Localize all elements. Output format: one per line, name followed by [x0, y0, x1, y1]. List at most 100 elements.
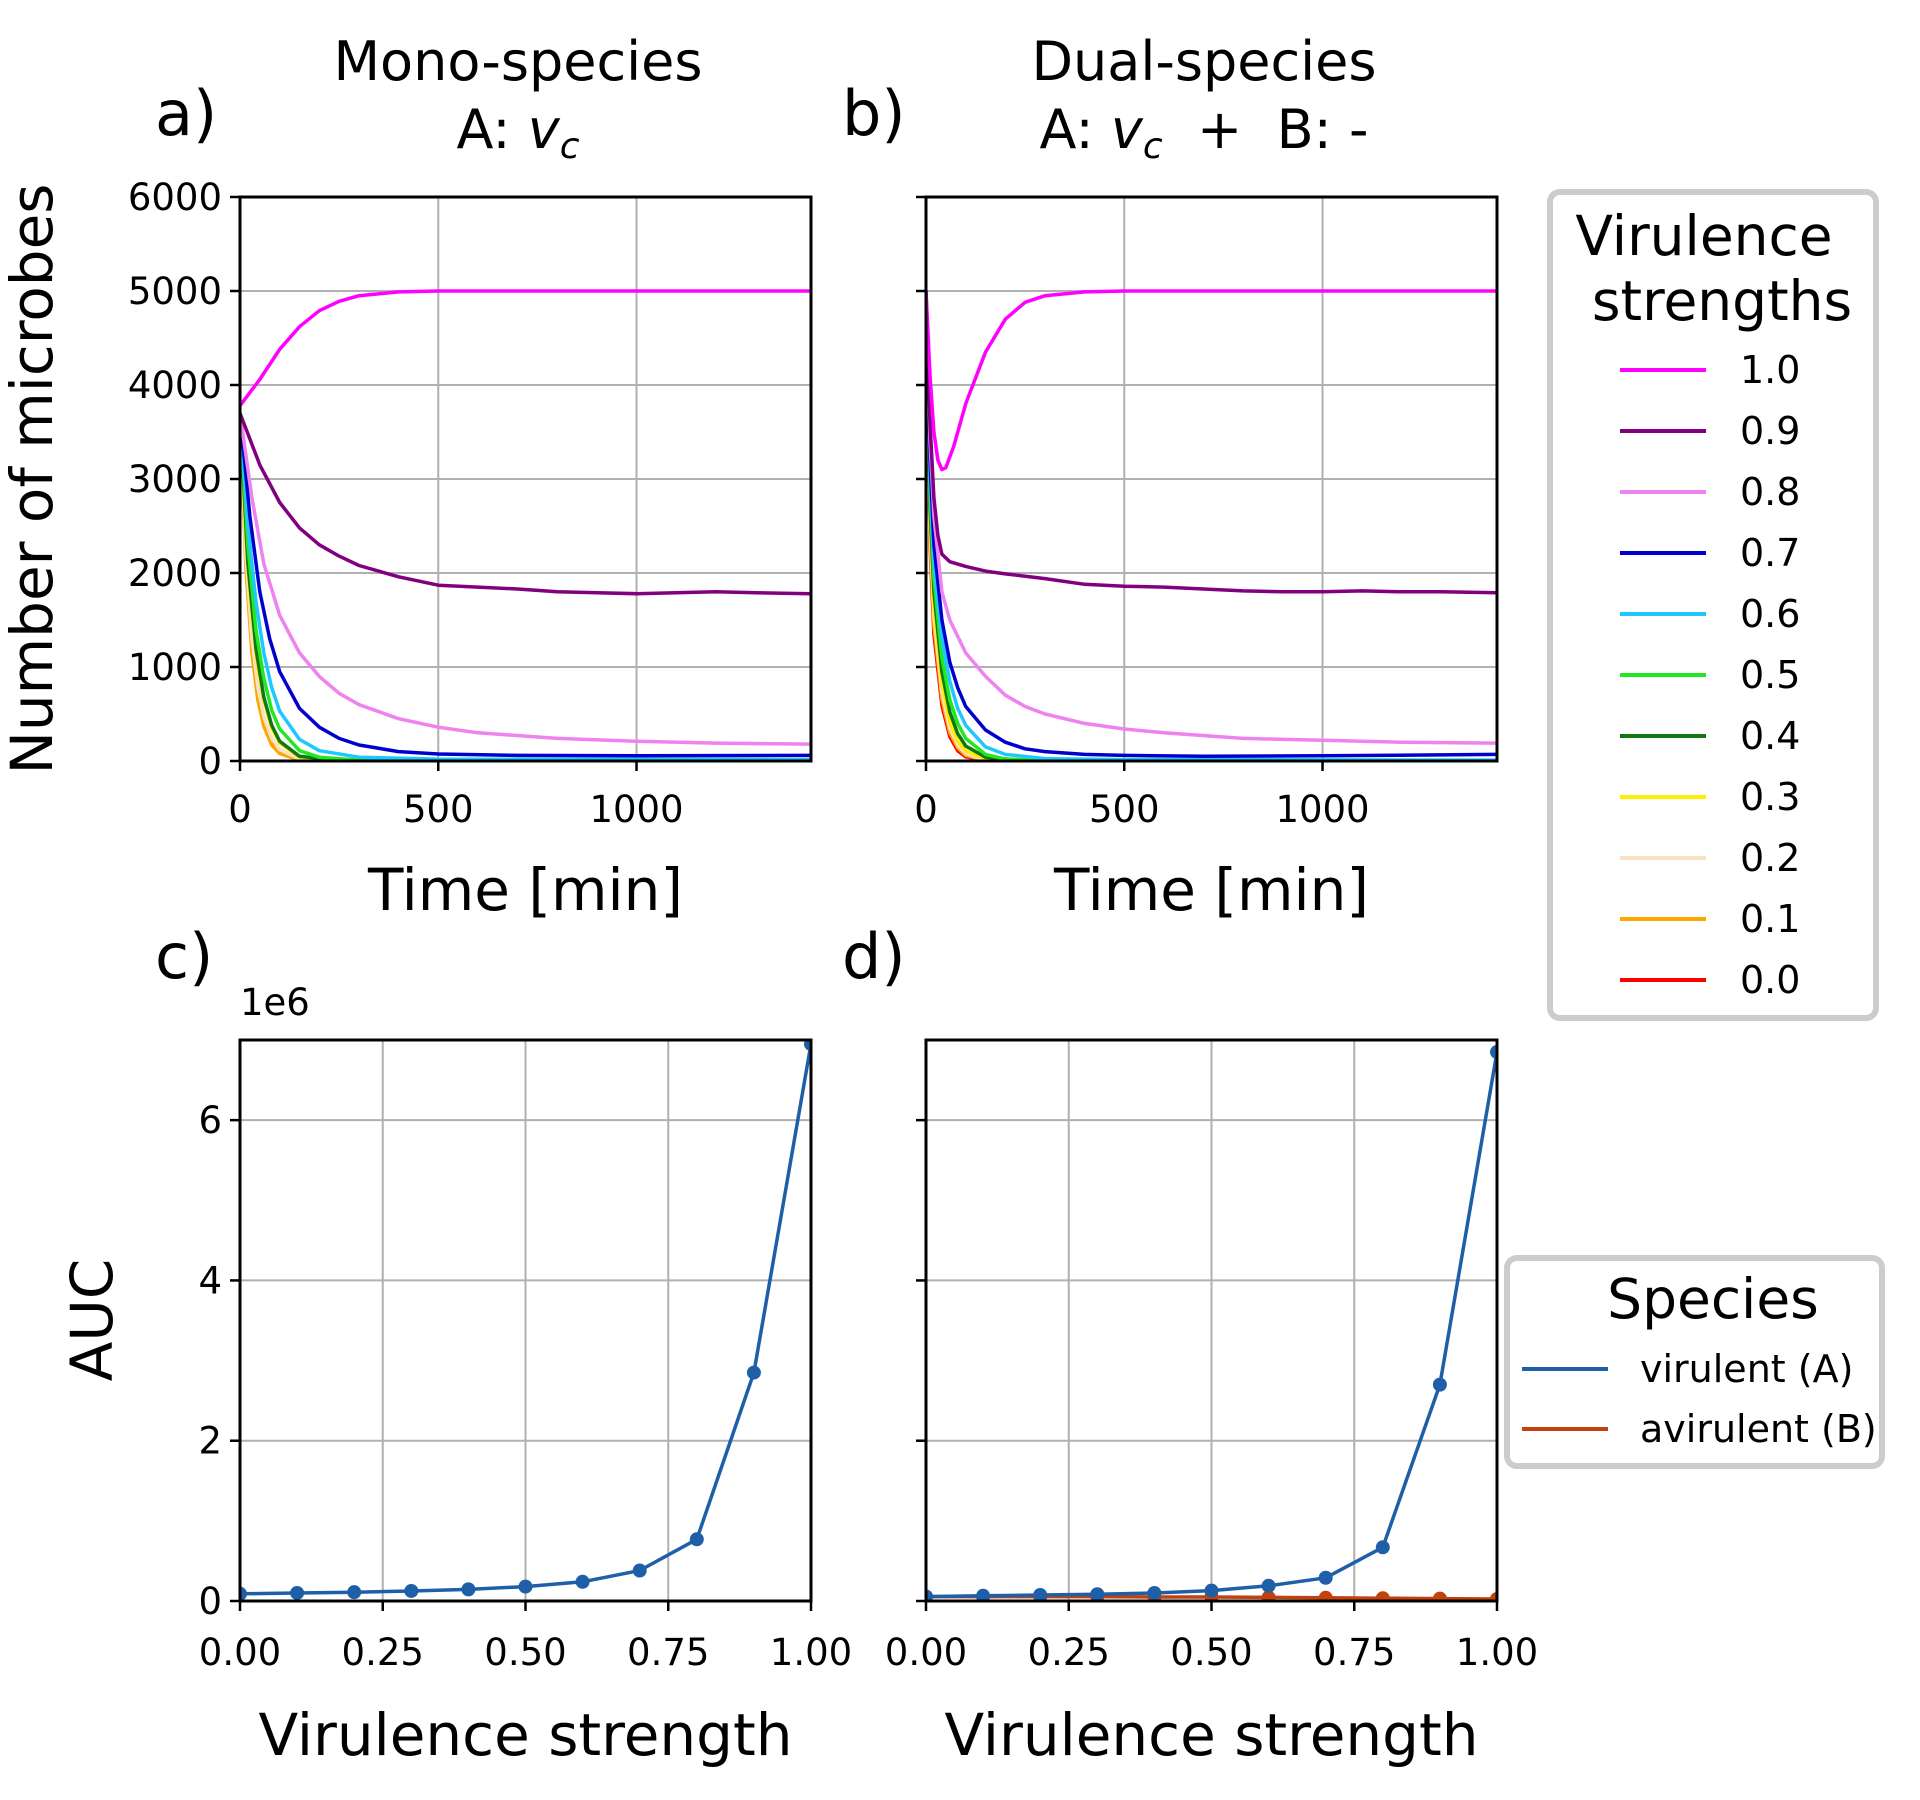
y-tick-label: 4000 [128, 364, 222, 407]
data-point [1261, 1578, 1276, 1593]
series-line-0-4 [240, 413, 811, 761]
data-point [290, 1585, 305, 1600]
panel-a-title-var: v [528, 98, 561, 161]
series-line-0-5 [926, 290, 1497, 761]
x-tick-label: 0 [914, 788, 938, 831]
data-point [1033, 1587, 1048, 1601]
panel-c-offset-label: 1e6 [240, 981, 310, 1024]
data-point [926, 1589, 933, 1601]
data-point [1204, 1583, 1219, 1598]
x-tick-label: 1000 [1275, 788, 1369, 831]
x-axis-label: Virulence strength [945, 1701, 1479, 1769]
data-point [1147, 1585, 1162, 1600]
series-line-1-0 [926, 289, 1497, 472]
x-tick-label: 0.50 [1170, 1631, 1252, 1674]
x-axis-label: Time [min] [367, 856, 683, 924]
virulence-legend-title-line1: Virulence [1575, 204, 1832, 268]
panel-c-letter: c) [155, 920, 213, 993]
series-line-0-2 [240, 413, 811, 761]
virulence-legend-title-line2: strengths [1592, 269, 1852, 333]
legend-label-1-0: 1.0 [1740, 348, 1800, 392]
data-point [1490, 1045, 1497, 1060]
panel-b-title-var: v [1111, 98, 1144, 161]
x-tick-label: 0.50 [484, 1631, 566, 1674]
series-line-0-1 [240, 413, 811, 761]
series-line-0-3 [240, 413, 811, 761]
y-tick-label: 6 [198, 1099, 222, 1142]
axes-b: 0 500 1000 Time [min] [914, 195, 1499, 924]
legend-label-0-5: 0.5 [1740, 653, 1800, 697]
panel-a-title-prefix: A: [456, 98, 527, 161]
x-axis-label: Virulence strength [259, 1701, 793, 1769]
y-tick-label: 0 [198, 1580, 222, 1623]
panel-b-title-suffix: + B: - [1163, 98, 1369, 161]
y-tick-label: 5000 [128, 270, 222, 313]
panel-b-title-sub: c [1143, 126, 1163, 167]
x-tick-label: 0.25 [342, 1631, 424, 1674]
data-point [1375, 1591, 1390, 1601]
series-group [926, 1045, 1497, 1601]
panel-b-title-line2: A: vc + B: - [1040, 98, 1369, 167]
y-tick-label: 0 [198, 740, 222, 783]
species-legend-label: virulent (A) [1640, 1347, 1853, 1391]
series-group [240, 289, 811, 761]
data-point [1318, 1570, 1333, 1585]
x-tick-label: 0.00 [199, 1631, 281, 1674]
x-tick-label: 1.00 [770, 1631, 852, 1674]
legend-label-0-6: 0.6 [1740, 592, 1800, 636]
data-point [404, 1583, 419, 1598]
data-point [632, 1563, 647, 1578]
x-tick-label: 1000 [589, 788, 683, 831]
virulence-legend: Virulence strengths 1.0 0.9 0.8 0.7 0.6 0.5 0.… [1547, 189, 1879, 1021]
legend-label-0-3: 0.3 [1740, 775, 1800, 819]
y-tick-label: 1000 [128, 646, 222, 689]
data-point [976, 1588, 991, 1601]
x-axis-label: Time [min] [1053, 856, 1369, 924]
panel-b-letter: b) [842, 77, 906, 150]
legend-label-0-0: 0.0 [1740, 958, 1800, 1002]
legend-label-0-9: 0.9 [1740, 409, 1800, 453]
legend-label-0-8: 0.8 [1740, 470, 1800, 514]
species-legend-frame [1504, 1255, 1885, 1469]
panel-b-title-prefix: A: [1040, 98, 1111, 161]
y-tick-label: 2 [198, 1420, 222, 1463]
panel-b-title-line1: Dual-species [1031, 30, 1376, 93]
data-point [518, 1579, 533, 1594]
series-line-0-4 [926, 290, 1497, 761]
series-line-0-2 [926, 290, 1497, 761]
series-line-0-8 [240, 412, 811, 746]
data-point [575, 1574, 590, 1589]
legend-label-0-1: 0.1 [1740, 897, 1800, 941]
x-tick-label: 1.00 [1456, 1631, 1538, 1674]
legend-label-0-7: 0.7 [1740, 531, 1800, 575]
species-legend: Species virulent (A) avirulent (B) [1504, 1255, 1885, 1469]
y-tick-label: 3000 [128, 458, 222, 501]
panel-a-letter: a) [155, 77, 217, 150]
series-group [240, 1040, 811, 1601]
data-point [1261, 1590, 1276, 1601]
data-point [689, 1532, 704, 1547]
panel-a-title-sub: c [560, 126, 580, 167]
panel-a-title-line2: A: vc [456, 98, 579, 167]
data-point [347, 1585, 362, 1600]
x-tick-label: 0.75 [1313, 1631, 1395, 1674]
axes-d: 0.00 0.25 0.50 0.75 1.00 Virulence strength [885, 1038, 1538, 1769]
x-tick-label: 0.25 [1028, 1631, 1110, 1674]
panel-a-title-line1: Mono-species [333, 30, 702, 93]
data-point [1090, 1587, 1105, 1601]
data-point [1432, 1377, 1447, 1392]
axes-a: 0 500 1000 0 1000 2000 3000 4000 5000 6000 Time [m… [0, 176, 813, 924]
y-axis-label: Number of microbes [0, 183, 66, 774]
virulence-legend-frame [1547, 189, 1879, 1021]
data-point [1318, 1590, 1333, 1601]
legend-label-0-4: 0.4 [1740, 714, 1800, 758]
data-point [804, 1040, 811, 1052]
x-tick-label: 500 [1089, 788, 1160, 831]
data-point [1490, 1591, 1497, 1601]
species-legend-title: Species [1607, 1267, 1819, 1331]
x-tick-label: 0.00 [885, 1631, 967, 1674]
series-line-0-9 [240, 412, 811, 596]
x-tick-label: 500 [403, 788, 474, 831]
series-line-0-7 [240, 413, 811, 758]
